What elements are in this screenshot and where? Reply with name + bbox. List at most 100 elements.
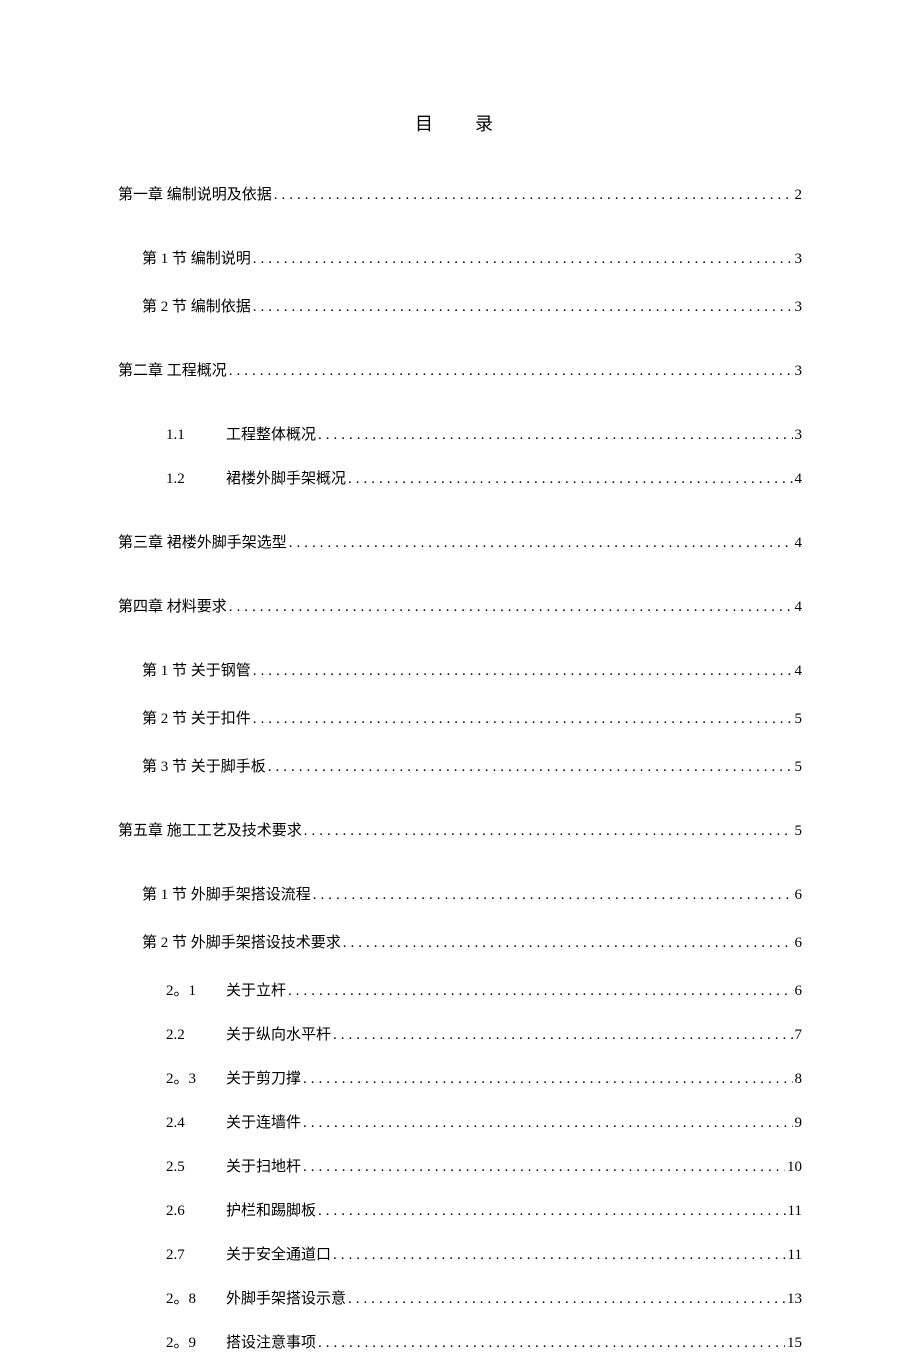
toc-gap	[118, 268, 802, 298]
toc-page-number: 5	[795, 758, 803, 776]
toc-number: 2。3	[166, 1070, 226, 1088]
toc-page-number: 11	[788, 1246, 802, 1264]
toc-entry: 2.2关于纵向水平杆7	[118, 1026, 802, 1044]
toc-gap	[118, 444, 802, 470]
toc-gap	[118, 1264, 802, 1290]
toc-page-number: 3	[795, 362, 803, 380]
toc-page-number: 6	[795, 982, 803, 1000]
toc-text: 关于安全通道口	[226, 1247, 331, 1263]
toc-entry: 1.1工程整体概况3	[118, 426, 802, 444]
toc-gap	[118, 904, 802, 934]
toc-container: 第一章 编制说明及依据2第 1 节 编制说明3第 2 节 编制依据3第二章 工程…	[118, 186, 802, 1352]
toc-leader-dots	[318, 1334, 785, 1352]
toc-page-number: 11	[788, 1202, 802, 1220]
toc-label: 第一章 编制说明及依据	[118, 186, 272, 204]
toc-gap	[118, 488, 802, 534]
toc-entry: 第 2 节 外脚手架搭设技术要求 6	[118, 934, 802, 952]
toc-text: 搭设注意事项	[226, 1335, 316, 1351]
toc-gap	[118, 840, 802, 886]
toc-label: 第 2 节 编制依据	[142, 298, 251, 316]
toc-leader-dots	[313, 886, 793, 904]
toc-page-number: 6	[795, 934, 803, 952]
toc-number: 2。1	[166, 982, 226, 1000]
toc-label: 第二章 工程概况	[118, 362, 227, 380]
toc-label: 第 1 节 外脚手架搭设流程	[142, 886, 311, 904]
toc-gap	[118, 1220, 802, 1246]
toc-label: 1.1工程整体概况	[166, 426, 316, 444]
toc-entry: 2。3关于剪刀撑8	[118, 1070, 802, 1088]
toc-page-number: 15	[787, 1334, 802, 1352]
toc-entry: 2.5关于扫地杆 10	[118, 1158, 802, 1176]
toc-entry: 第三章 裙楼外脚手架选型4	[118, 534, 802, 552]
toc-label: 第五章 施工工艺及技术要求	[118, 822, 302, 840]
toc-leader-dots	[348, 470, 792, 488]
toc-number: 1.1	[166, 426, 226, 444]
toc-entry: 2.7关于安全通道口 11	[118, 1246, 802, 1264]
toc-number: 2.2	[166, 1026, 226, 1044]
toc-text: 外脚手架搭设示意	[226, 1291, 346, 1307]
toc-page-number: 9	[795, 1114, 803, 1132]
toc-page-number: 4	[795, 662, 803, 680]
toc-page-number: 6	[795, 886, 803, 904]
toc-label: 第三章 裙楼外脚手架选型	[118, 534, 287, 552]
toc-leader-dots	[333, 1026, 792, 1044]
toc-text: 关于扫地杆	[226, 1159, 301, 1175]
toc-leader-dots	[288, 982, 792, 1000]
toc-number: 1.2	[166, 470, 226, 488]
toc-label: 第 1 节 编制说明	[142, 250, 251, 268]
toc-entry: 第 3 节 关于脚手板 5	[118, 758, 802, 776]
toc-leader-dots	[253, 710, 793, 728]
toc-gap	[118, 1132, 802, 1158]
toc-leader-dots	[333, 1246, 786, 1264]
toc-entry: 第五章 施工工艺及技术要求5	[118, 822, 802, 840]
toc-leader-dots	[303, 1070, 792, 1088]
toc-label: 2.5关于扫地杆	[166, 1158, 301, 1176]
toc-entry: 第一章 编制说明及依据 2	[118, 186, 802, 204]
toc-text: 关于纵向水平杆	[226, 1027, 331, 1043]
toc-leader-dots	[274, 186, 793, 204]
toc-leader-dots	[253, 298, 793, 316]
toc-text: 关于立杆	[226, 983, 286, 999]
toc-entry: 第 2 节 关于扣件5	[118, 710, 802, 728]
toc-entry: 2。1关于立杆 6	[118, 982, 802, 1000]
toc-page-number: 2	[795, 186, 803, 204]
toc-leader-dots	[348, 1290, 785, 1308]
toc-label: 2.7关于安全通道口	[166, 1246, 331, 1264]
toc-leader-dots	[318, 1202, 786, 1220]
toc-leader-dots	[343, 934, 793, 952]
toc-entry: 第 1 节 外脚手架搭设流程 6	[118, 886, 802, 904]
toc-label: 1.2裙楼外脚手架概况	[166, 470, 346, 488]
toc-entry: 2.4关于连墙件 9	[118, 1114, 802, 1132]
toc-entry: 第 1 节 编制说明3	[118, 250, 802, 268]
toc-leader-dots	[303, 1158, 785, 1176]
toc-number: 2.6	[166, 1202, 226, 1220]
toc-leader-dots	[304, 822, 793, 840]
toc-leader-dots	[253, 250, 793, 268]
toc-gap	[118, 776, 802, 822]
toc-label: 2。9搭设注意事项	[166, 1334, 316, 1352]
toc-entry: 2。8外脚手架搭设示意13	[118, 1290, 802, 1308]
toc-text: 裙楼外脚手架概况	[226, 471, 346, 487]
toc-label: 第 2 节 外脚手架搭设技术要求	[142, 934, 341, 952]
toc-number: 2。8	[166, 1290, 226, 1308]
toc-label: 2。3关于剪刀撑	[166, 1070, 301, 1088]
toc-gap	[118, 1000, 802, 1026]
toc-label: 第 3 节 关于脚手板	[142, 758, 266, 776]
toc-page-number: 5	[795, 710, 803, 728]
toc-label: 2.2关于纵向水平杆	[166, 1026, 331, 1044]
toc-page-number: 10	[787, 1158, 802, 1176]
toc-gap	[118, 728, 802, 758]
toc-gap	[118, 204, 802, 250]
toc-number: 2.4	[166, 1114, 226, 1132]
toc-entry: 第四章 材料要求4	[118, 598, 802, 616]
toc-text: 关于连墙件	[226, 1115, 301, 1131]
toc-entry: 2。9搭设注意事项 15	[118, 1334, 802, 1352]
toc-number: 2.5	[166, 1158, 226, 1176]
toc-label: 2。1关于立杆	[166, 982, 286, 1000]
toc-gap	[118, 380, 802, 426]
toc-gap	[118, 952, 802, 982]
toc-page-number: 3	[795, 298, 803, 316]
toc-gap	[118, 1044, 802, 1070]
toc-gap	[118, 616, 802, 662]
toc-entry: 第 2 节 编制依据 3	[118, 298, 802, 316]
